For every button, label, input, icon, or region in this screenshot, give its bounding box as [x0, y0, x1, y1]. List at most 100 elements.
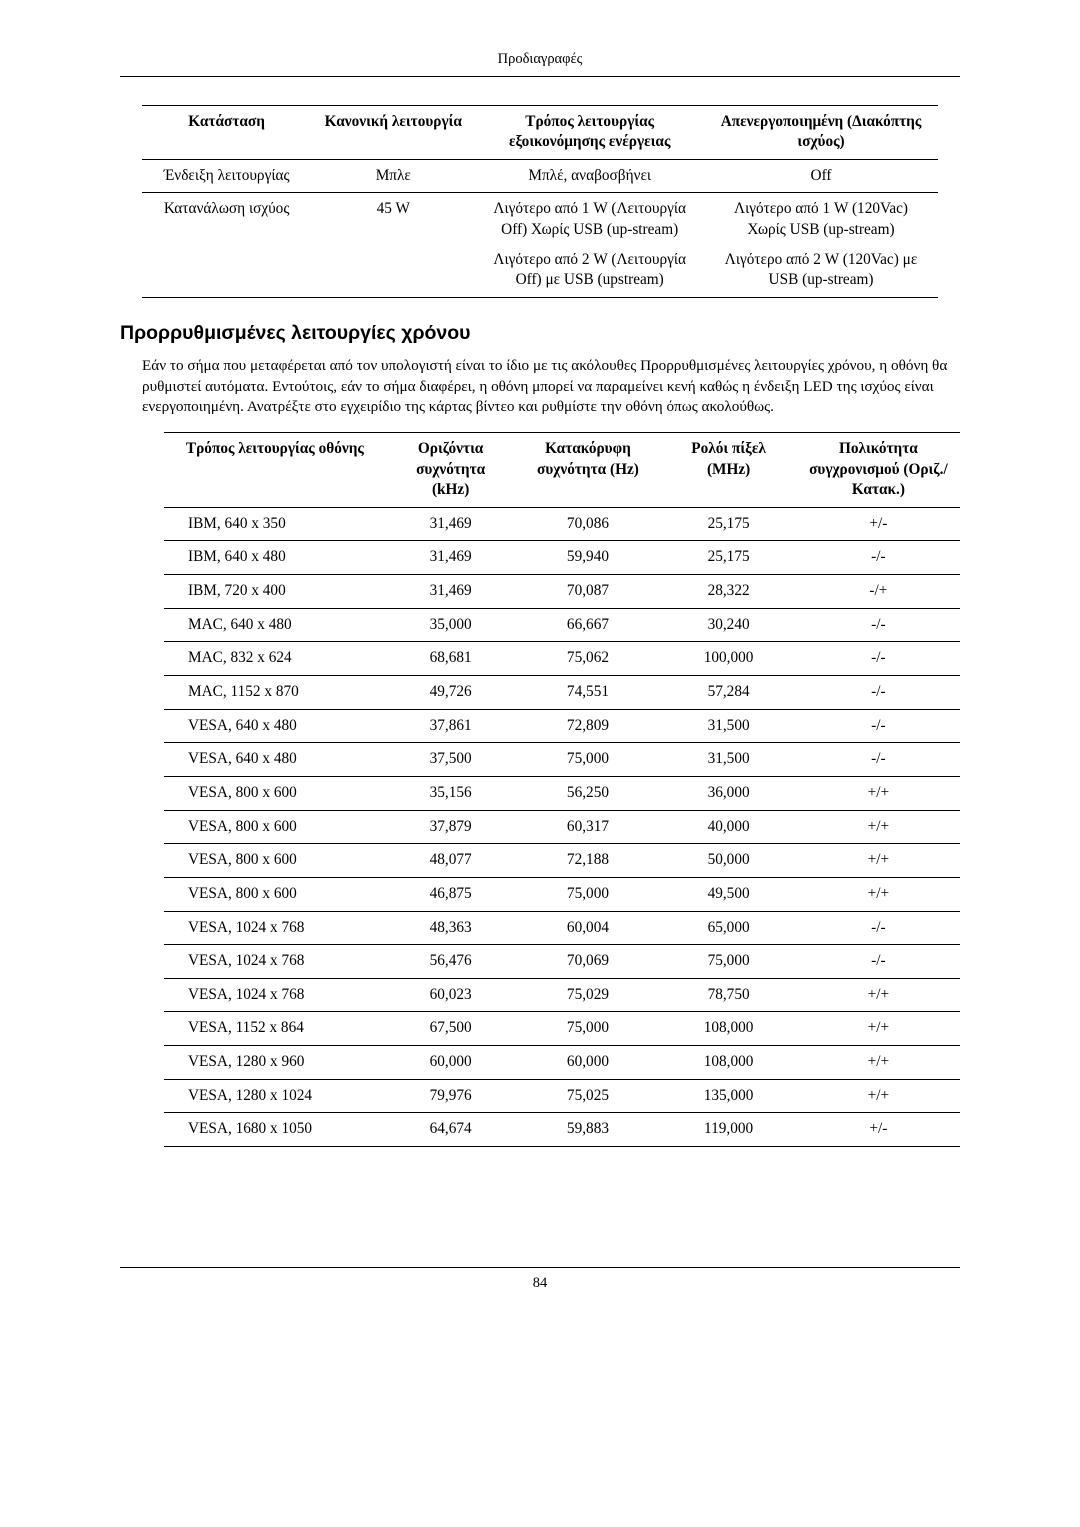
section-title: Προρρυθμισμένες λειτουργίες χρόνου	[120, 320, 960, 346]
section-paragraph: Εάν το σήμα που μεταφέρεται από τον υπολ…	[120, 356, 960, 418]
t2-col2: Οριζόντια συχνότητα (kHz)	[386, 432, 516, 507]
table-cell: 46,875	[386, 877, 516, 911]
table-cell: 75,000	[516, 1012, 661, 1046]
table-cell: +/+	[797, 776, 960, 810]
table-cell: 108,000	[660, 1012, 796, 1046]
table-cell: 67,500	[386, 1012, 516, 1046]
table-cell: VESA, 800 x 600	[164, 810, 386, 844]
table-cell: +/+	[797, 810, 960, 844]
table-row: VESA, 1280 x 102479,97675,025135,000+/+	[164, 1079, 960, 1113]
table-row: Κατανάλωση ισχύος 45 W Λιγότερο από 1 W …	[142, 193, 938, 298]
table-cell: +/+	[797, 1012, 960, 1046]
table-cell: 31,469	[386, 575, 516, 609]
table-row: VESA, 640 x 48037,50075,00031,500-/-	[164, 743, 960, 777]
table-cell: 31,500	[660, 709, 796, 743]
table-cell: 49,726	[386, 676, 516, 710]
table-cell: 25,175	[660, 507, 796, 541]
table-cell: 70,069	[516, 945, 661, 979]
table-cell: 28,322	[660, 575, 796, 609]
table-cell: 40,000	[660, 810, 796, 844]
t1-r2-c3-text-a: Λιγότερο από 1 W (Λειτουργία Off) Χωρίς …	[493, 200, 686, 238]
t1-r2-c2: 45 W	[311, 193, 475, 298]
t1-r2-c4-text-a: Λιγότερο από 1 W (120Vac) Χωρίς USB (up-…	[734, 200, 908, 238]
table-cell: VESA, 800 x 600	[164, 844, 386, 878]
table-cell: VESA, 1280 x 1024	[164, 1079, 386, 1113]
table-cell: -/-	[797, 608, 960, 642]
table-cell: -/-	[797, 541, 960, 575]
table-cell: 48,363	[386, 911, 516, 945]
t1-col1: Κατάσταση	[142, 105, 311, 159]
table-cell: 49,500	[660, 877, 796, 911]
t1-r2-c1: Κατανάλωση ισχύος	[142, 193, 311, 298]
table-cell: 72,809	[516, 709, 661, 743]
table-cell: 31,469	[386, 507, 516, 541]
table-row: MAC, 1152 x 87049,72674,55157,284-/-	[164, 676, 960, 710]
table-cell: 37,861	[386, 709, 516, 743]
table-cell: IBM, 720 x 400	[164, 575, 386, 609]
table-cell: VESA, 1680 x 1050	[164, 1113, 386, 1147]
table-cell: -/-	[797, 945, 960, 979]
table-cell: -/-	[797, 676, 960, 710]
table-cell: VESA, 800 x 600	[164, 877, 386, 911]
table-cell: -/-	[797, 911, 960, 945]
table-row: IBM, 720 x 40031,46970,08728,322-/+	[164, 575, 960, 609]
table-cell: -/-	[797, 709, 960, 743]
table-cell: 75,029	[516, 978, 661, 1012]
table-cell: 36,000	[660, 776, 796, 810]
table-cell: +/+	[797, 1079, 960, 1113]
table-row: VESA, 640 x 48037,86172,80931,500-/-	[164, 709, 960, 743]
table-cell: 78,750	[660, 978, 796, 1012]
table-cell: 70,086	[516, 507, 661, 541]
table-cell: MAC, 1152 x 870	[164, 676, 386, 710]
table-row: MAC, 832 x 62468,68175,062100,000-/-	[164, 642, 960, 676]
table-cell: 65,000	[660, 911, 796, 945]
table-cell: -/+	[797, 575, 960, 609]
table-cell: MAC, 832 x 624	[164, 642, 386, 676]
table-row: VESA, 800 x 60048,07772,18850,000+/+	[164, 844, 960, 878]
page-header-title: Προδιαγραφές	[120, 50, 960, 77]
table-cell: +/-	[797, 507, 960, 541]
table-row: VESA, 1024 x 76860,02375,02978,750+/+	[164, 978, 960, 1012]
table-cell: 37,500	[386, 743, 516, 777]
table-row: VESA, 1680 x 105064,67459,883119,000+/-	[164, 1113, 960, 1147]
table-cell: +/-	[797, 1113, 960, 1147]
table-cell: 59,940	[516, 541, 661, 575]
t1-r1-c4: Off	[704, 159, 938, 193]
t2-col3: Κατακόρυφη συχνότητα (Hz)	[516, 432, 661, 507]
table-row: VESA, 1280 x 96060,00060,000108,000+/+	[164, 1046, 960, 1080]
table-cell: 25,175	[660, 541, 796, 575]
table-row: IBM, 640 x 35031,46970,08625,175+/-	[164, 507, 960, 541]
table-cell: 119,000	[660, 1113, 796, 1147]
table-cell: 37,879	[386, 810, 516, 844]
t1-r2-c3-text-b: Λιγότερο από 2 W (Λειτουργία Off) με USB…	[485, 250, 694, 291]
table-cell: 60,023	[386, 978, 516, 1012]
t1-r1-c3: Μπλέ, αναβοσβήνει	[475, 159, 704, 193]
table-cell: 100,000	[660, 642, 796, 676]
t1-r2-c4: Λιγότερο από 1 W (120Vac) Χωρίς USB (up-…	[704, 193, 938, 298]
t1-r2-c3: Λιγότερο από 1 W (Λειτουργία Off) Χωρίς …	[475, 193, 704, 298]
t2-col5: Πολικότητα συγχρονισμού (Οριζ./ Κατακ.)	[797, 432, 960, 507]
table-cell: VESA, 1024 x 768	[164, 945, 386, 979]
t1-r1-c2: Μπλε	[311, 159, 475, 193]
table-cell: 68,681	[386, 642, 516, 676]
table-cell: 35,156	[386, 776, 516, 810]
table-cell: MAC, 640 x 480	[164, 608, 386, 642]
table-cell: 64,674	[386, 1113, 516, 1147]
page-number: 84	[120, 1267, 960, 1294]
table-cell: 75,000	[660, 945, 796, 979]
table-cell: 60,317	[516, 810, 661, 844]
table-cell: 50,000	[660, 844, 796, 878]
table-row: VESA, 800 x 60035,15656,25036,000+/+	[164, 776, 960, 810]
table-cell: +/+	[797, 1046, 960, 1080]
t2-col1: Τρόπος λειτουργίας οθόνης	[164, 432, 386, 507]
table-row: IBM, 640 x 48031,46959,94025,175-/-	[164, 541, 960, 575]
table-cell: VESA, 1280 x 960	[164, 1046, 386, 1080]
table-cell: +/+	[797, 978, 960, 1012]
table-cell: VESA, 1152 x 864	[164, 1012, 386, 1046]
power-state-table: Κατάσταση Κανονική λειτουργία Τρόπος λει…	[142, 105, 938, 298]
table-cell: 35,000	[386, 608, 516, 642]
table-cell: 75,025	[516, 1079, 661, 1113]
table-cell: 31,500	[660, 743, 796, 777]
table-cell: 79,976	[386, 1079, 516, 1113]
table-cell: 30,240	[660, 608, 796, 642]
